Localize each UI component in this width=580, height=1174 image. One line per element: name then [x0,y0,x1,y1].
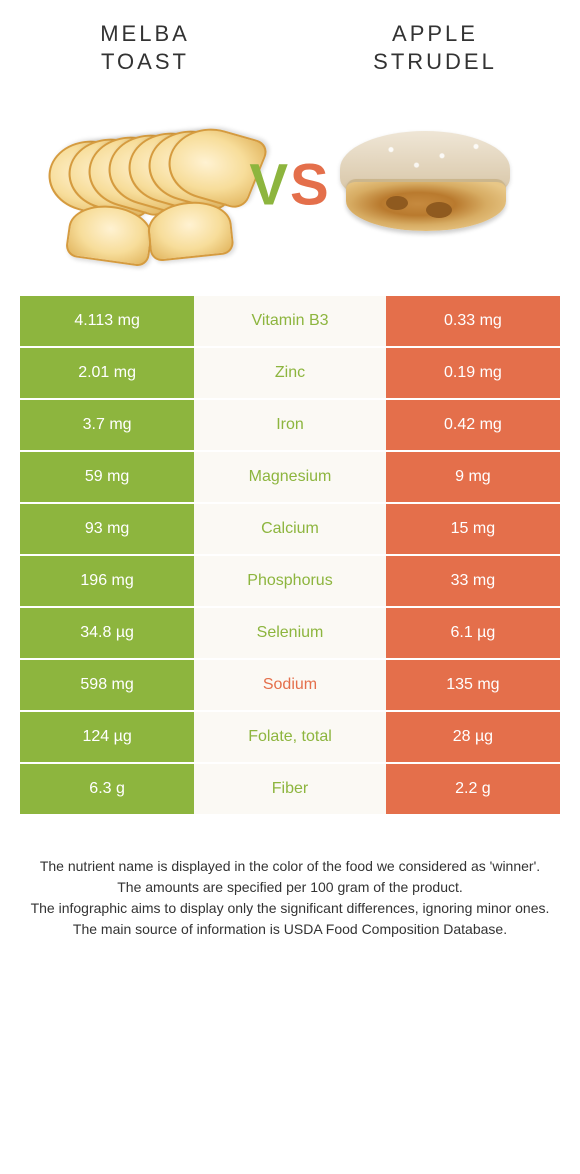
footer-line: The main source of information is USDA F… [20,919,560,940]
value-left: 6.3 g [20,764,194,814]
value-left: 196 mg [20,556,194,606]
value-left: 598 mg [20,660,194,710]
value-right: 33 mg [386,556,560,606]
footer-notes: The nutrient name is displayed in the co… [20,856,560,940]
value-right: 0.33 mg [386,296,560,346]
nutrient-label: Sodium [194,660,386,710]
vs-v: V [249,153,290,218]
value-left: 59 mg [20,452,194,502]
nutrient-label: Vitamin B3 [194,296,386,346]
table-row: 4.113 mgVitamin B30.33 mg [20,296,560,348]
vs-label: VS [249,152,330,219]
table-row: 124 µgFolate, total28 µg [20,712,560,764]
footer-line: The nutrient name is displayed in the co… [20,856,560,877]
table-row: 6.3 gFiber2.2 g [20,764,560,816]
table-row: 3.7 mgIron0.42 mg [20,400,560,452]
value-right: 135 mg [386,660,560,710]
value-right: 28 µg [386,712,560,762]
value-left: 4.113 mg [20,296,194,346]
footer-line: The amounts are specified per 100 gram o… [20,877,560,898]
header: Melbatoast Applestrudel [0,0,580,85]
nutrient-label: Folate, total [194,712,386,762]
table-row: 196 mgPhosphorus33 mg [20,556,560,608]
vs-s: S [290,153,331,218]
table-row: 598 mgSodium135 mg [20,660,560,712]
nutrient-label: Iron [194,400,386,450]
value-right: 6.1 µg [386,608,560,658]
nutrient-label: Zinc [194,348,386,398]
value-left: 3.7 mg [20,400,194,450]
nutrient-label: Magnesium [194,452,386,502]
value-right: 15 mg [386,504,560,554]
food-image-right [290,125,560,245]
table-row: 34.8 µgSelenium6.1 µg [20,608,560,660]
table-row: 93 mgCalcium15 mg [20,504,560,556]
value-right: 0.19 mg [386,348,560,398]
hero: VS [0,85,580,285]
footer-line: The infographic aims to display only the… [20,898,560,919]
value-right: 0.42 mg [386,400,560,450]
nutrient-label: Selenium [194,608,386,658]
value-left: 2.01 mg [20,348,194,398]
title-left: Melbatoast [0,20,290,75]
nutrient-label: Phosphorus [194,556,386,606]
value-left: 34.8 µg [20,608,194,658]
value-left: 124 µg [20,712,194,762]
comparison-table: 4.113 mgVitamin B30.33 mg2.01 mgZinc0.19… [20,295,560,816]
value-left: 93 mg [20,504,194,554]
nutrient-label: Fiber [194,764,386,814]
nutrient-label: Calcium [194,504,386,554]
table-row: 59 mgMagnesium9 mg [20,452,560,504]
table-row: 2.01 mgZinc0.19 mg [20,348,560,400]
value-right: 2.2 g [386,764,560,814]
title-right: Applestrudel [290,20,580,75]
value-right: 9 mg [386,452,560,502]
